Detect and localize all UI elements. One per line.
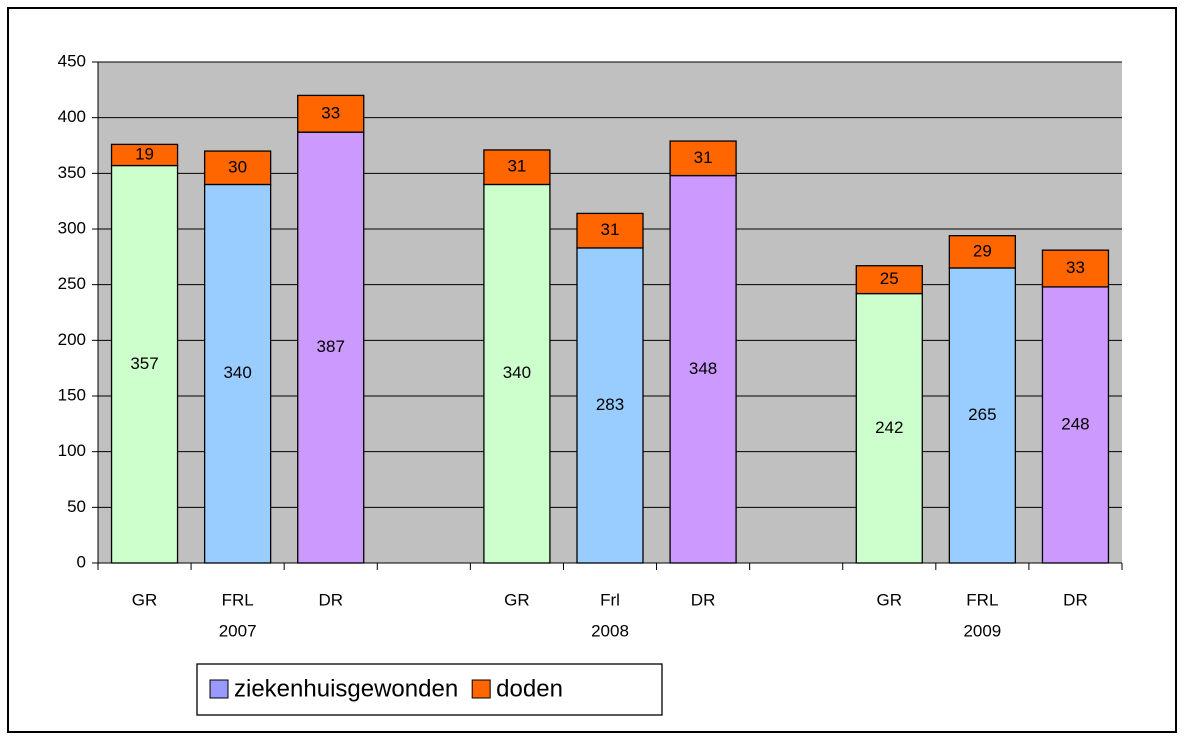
x-tick-label: DR	[1063, 590, 1088, 609]
data-label: 33	[1066, 258, 1085, 277]
data-label: 31	[601, 220, 620, 239]
y-tick-label: 150	[58, 385, 86, 404]
bar-segment	[576, 212, 644, 249]
legend-label: ziekenhuisgewonden	[234, 675, 458, 702]
legend-swatch	[471, 679, 491, 699]
bar-segment	[297, 94, 365, 133]
data-label: 31	[507, 157, 526, 176]
data-label: 30	[228, 157, 247, 176]
bar-segment	[110, 164, 179, 564]
bar-segment	[483, 183, 551, 564]
bar-segment	[483, 149, 551, 186]
x-group-label: 2007	[219, 621, 257, 640]
x-tick-label: GR	[877, 590, 903, 609]
x-tick-label: DR	[691, 590, 716, 609]
x-tick-label: Frl	[600, 590, 620, 609]
y-tick-label: 400	[58, 107, 86, 126]
x-tick-label: FRL	[222, 590, 254, 609]
data-label: 265	[968, 405, 996, 424]
bar-segment	[203, 183, 272, 564]
bar-segment	[855, 292, 923, 564]
data-label: 387	[317, 337, 345, 356]
x-tick-label: GR	[132, 590, 158, 609]
legend-swatch	[209, 679, 229, 699]
y-tick-label: 50	[67, 497, 86, 516]
bar-segment	[203, 150, 272, 186]
x-tick-label: FRL	[966, 590, 998, 609]
bar-segment	[1041, 249, 1110, 288]
bar-segment	[855, 265, 923, 295]
x-group-label: 2009	[963, 621, 1001, 640]
data-label: 19	[135, 144, 154, 163]
x-tick-label: GR	[504, 590, 530, 609]
bar-segment	[297, 131, 365, 564]
y-tick-label: 100	[58, 441, 86, 460]
data-label: 33	[321, 103, 340, 122]
y-tick-label: 0	[77, 552, 86, 571]
x-tick-label: DR	[318, 590, 343, 609]
bar-segment	[669, 140, 737, 177]
data-label: 357	[130, 354, 158, 373]
data-label: 31	[694, 148, 713, 167]
y-tick-label: 250	[58, 274, 86, 293]
y-tick-label: 200	[58, 330, 86, 349]
y-tick-label: 300	[58, 218, 86, 237]
data-label: 25	[880, 269, 899, 288]
data-label: 29	[973, 241, 992, 260]
x-group-label: 2008	[591, 621, 629, 640]
bar-segment	[669, 174, 737, 564]
data-label: 248	[1061, 414, 1089, 433]
data-label: 283	[596, 395, 624, 414]
data-label: 340	[503, 363, 531, 382]
data-label: 242	[875, 418, 903, 437]
data-label: 340	[223, 363, 251, 382]
legend-label: doden	[496, 675, 563, 702]
y-tick-label: 350	[58, 163, 86, 182]
bar-segment	[1041, 286, 1110, 564]
bar-segment	[110, 143, 179, 167]
bar-segment	[576, 247, 644, 564]
legend: ziekenhuisgewonden doden	[196, 663, 663, 716]
y-tick-label: 450	[58, 51, 86, 70]
legend-box	[196, 663, 663, 716]
bar-segment	[948, 235, 1017, 269]
data-label: 348	[689, 359, 717, 378]
